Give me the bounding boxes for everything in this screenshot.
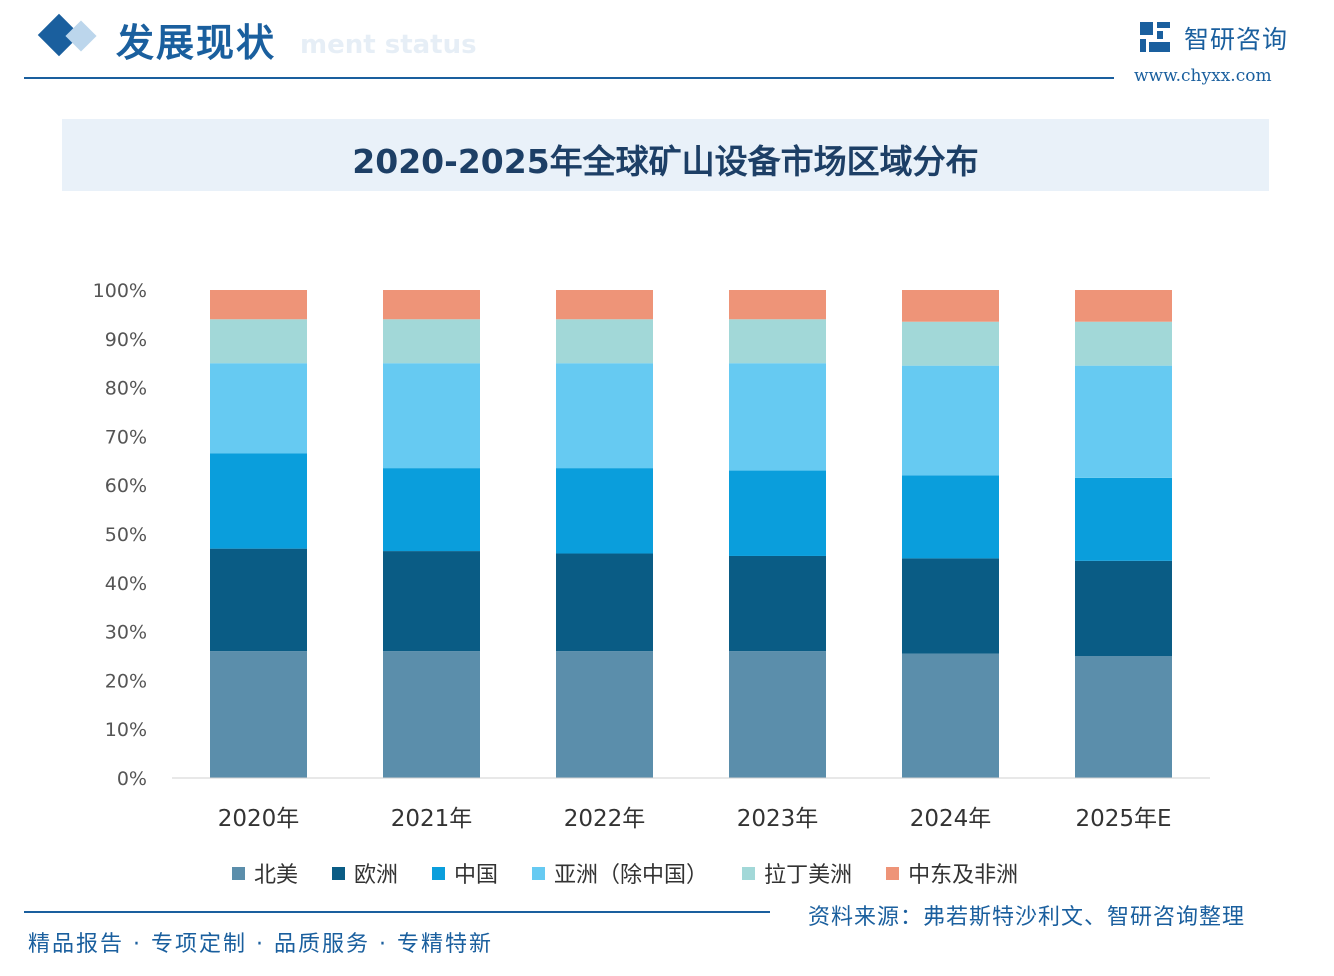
bar-segment — [729, 290, 826, 320]
y-tick-label: 0% — [117, 768, 147, 790]
y-tick-label: 50% — [105, 524, 147, 546]
legend-item: 欧洲 — [332, 857, 398, 889]
legend-item: 北美 — [232, 857, 298, 889]
x-tick-label: 2025年E — [1075, 806, 1171, 832]
legend-swatch — [532, 866, 546, 880]
bar-segment — [383, 468, 480, 552]
x-tick-label: 2024年 — [910, 806, 992, 832]
legend-label: 中东及非洲 — [908, 863, 1019, 888]
x-tick-label: 2020年 — [218, 806, 300, 832]
legend-swatch — [886, 866, 900, 880]
y-tick-label: 20% — [105, 670, 147, 692]
legend-label: 拉丁美洲 — [764, 863, 853, 888]
bar-segment — [729, 470, 826, 556]
bar-segment — [210, 548, 307, 652]
bar-segment — [1075, 365, 1172, 478]
legend-item: 中国 — [432, 857, 498, 889]
bar-segment — [383, 290, 480, 320]
bar-segment — [902, 290, 999, 322]
y-tick-label: 90% — [105, 329, 147, 351]
header-divider — [24, 77, 1114, 79]
legend-item: 拉丁美洲 — [742, 857, 852, 889]
footer-divider — [24, 911, 770, 913]
bar-segment — [902, 321, 999, 366]
legend-label: 欧洲 — [354, 863, 399, 888]
bar-segment — [556, 651, 653, 778]
x-tick-label: 2023年 — [737, 806, 819, 832]
chart-title-band: 2020-2025年全球矿山设备市场区域分布 — [62, 119, 1269, 191]
bar-segment — [383, 319, 480, 364]
legend-label: 北美 — [254, 863, 299, 888]
x-tick-label: 2022年 — [564, 806, 646, 832]
bar-segment — [210, 363, 307, 454]
bar-segment — [210, 319, 307, 364]
bar-segment — [729, 555, 826, 652]
legend-swatch — [232, 866, 245, 880]
bar-segment — [210, 290, 307, 320]
section-title: 发展现状 — [116, 21, 277, 65]
legend-label: 中国 — [454, 863, 499, 888]
bar-segment — [556, 319, 653, 364]
bar-segment — [556, 290, 653, 320]
bar-segment — [556, 468, 653, 554]
y-tick-label: 100% — [93, 280, 147, 302]
y-tick-label: 60% — [105, 475, 147, 497]
y-tick-label: 70% — [105, 426, 147, 448]
source-note: 资料来源：弗若斯特沙利文、智研咨询整理 — [808, 905, 1246, 930]
bar-segment — [556, 553, 653, 652]
header: ment status 发展现状 智研咨询 www.chyxx.com — [0, 0, 1334, 90]
bar-segment — [383, 363, 480, 469]
bar-segment — [210, 651, 307, 778]
bar-segment — [1075, 290, 1172, 322]
legend-item: 亚洲（除中国） — [532, 857, 708, 889]
y-tick-label: 40% — [105, 573, 147, 595]
brand-url: www.chyxx.com — [1134, 66, 1272, 86]
legend-swatch — [432, 866, 446, 880]
brand-name: 智研咨询 — [1184, 25, 1289, 54]
bar-segment — [902, 653, 999, 778]
chart-title: 2020-2025年全球矿山设备市场区域分布 — [352, 142, 979, 181]
brand-logo-icon — [1140, 22, 1170, 52]
bar-segment — [556, 363, 653, 469]
bar-segment — [729, 319, 826, 364]
bar-segment — [1075, 321, 1172, 366]
bar-segment — [383, 651, 480, 778]
x-tick-label: 2021年 — [391, 806, 473, 832]
y-tick-label: 30% — [105, 622, 147, 644]
bar-segment — [1075, 656, 1172, 778]
section-subtitle: ment status — [300, 30, 477, 60]
stacked-bar-chart: 0% 10% 20% 30% 40% 50% 60% 70% 80% 90% 100% 2020年 20… — [93, 280, 1210, 832]
legend-swatch — [332, 866, 346, 880]
bar-segment — [902, 475, 999, 559]
y-tick-label: 10% — [105, 719, 147, 741]
legend-label: 亚洲（除中国） — [554, 863, 709, 888]
legend-swatch — [742, 866, 756, 880]
bar-segment — [1075, 560, 1172, 656]
y-tick-label: 80% — [105, 378, 147, 400]
bar-segment — [383, 551, 480, 652]
bar-segment — [729, 651, 826, 778]
bar-segment — [902, 558, 999, 654]
chart-legend: 北美 欧洲 中国 亚洲（除中国） 拉丁美洲 中东及非洲 — [232, 857, 1052, 889]
bar-segment — [729, 363, 826, 471]
bar-segment — [902, 365, 999, 476]
bar-segment — [1075, 477, 1172, 561]
footer-slogan: 精品报告 · 专项定制 · 品质服务 · 专精特新 — [28, 932, 493, 957]
bar-segment — [210, 453, 307, 549]
legend-item: 中东及非洲 — [886, 857, 1018, 889]
